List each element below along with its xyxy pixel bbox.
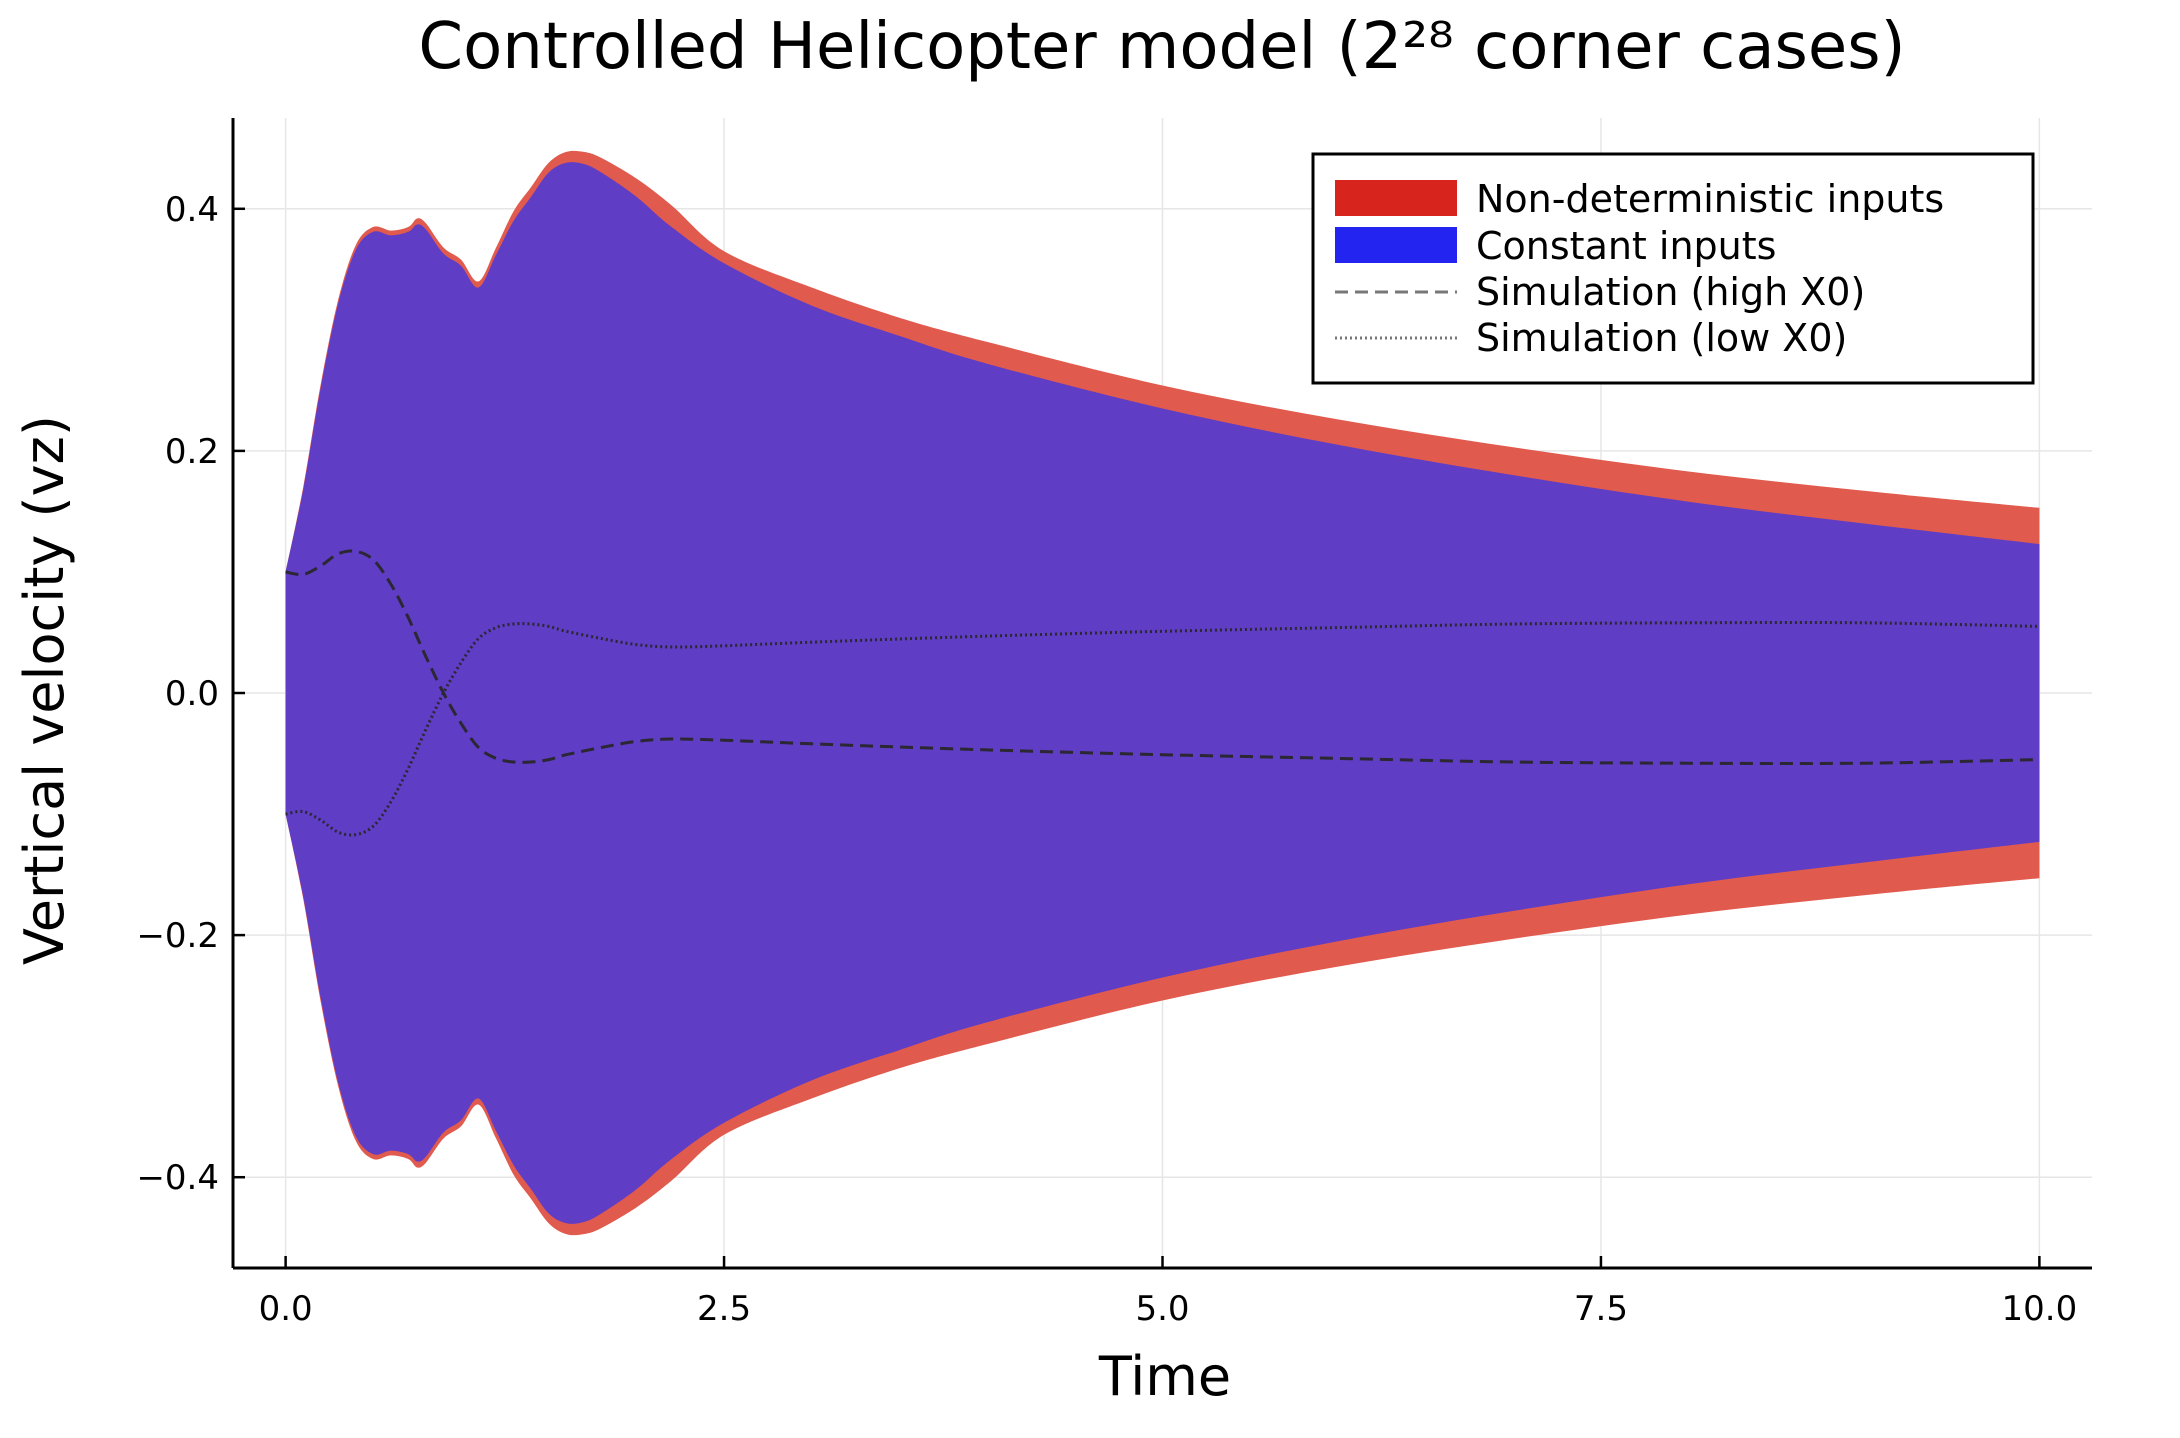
x-tick-label: 7.5 [1574, 1289, 1628, 1329]
simulation-lines [285, 549, 2040, 837]
legend-label-high-x0: Simulation (high X0) [1476, 270, 1865, 314]
x-tick-label: 10.0 [2002, 1289, 2078, 1329]
legend-label-constant: Constant inputs [1476, 224, 1776, 268]
legend-swatch-constant [1335, 227, 1457, 263]
x-axis-title: Time [1098, 1345, 1231, 1408]
line-simulation-low-x0 [285, 620, 2040, 837]
y-tick-label: 0.4 [165, 190, 219, 230]
band-constant-inputs [285, 162, 2040, 1224]
x-tick-label: 0.0 [259, 1289, 313, 1329]
legend-label-nondeterministic: Non-deterministic inputs [1476, 177, 1944, 221]
y-tick-label: −0.4 [136, 1158, 219, 1198]
y-tick-label: 0.0 [165, 674, 219, 714]
legend: Non-deterministic inputs Constant inputs… [1311, 152, 2035, 385]
chart-title: Controlled Helicopter model (2²⁸ corner … [418, 10, 1905, 84]
line-simulation-high-x0 [285, 549, 2040, 766]
x-ticks: 0.0 2.5 5.0 7.5 10.0 [259, 1256, 2078, 1329]
y-tick-label: 0.2 [165, 432, 219, 472]
y-axis-title: Vertical velocity (vz) [13, 415, 76, 965]
bands [285, 150, 2040, 1236]
legend-swatch-nondeterministic [1335, 180, 1457, 216]
y-tick-label: −0.2 [136, 916, 219, 956]
x-tick-label: 5.0 [1135, 1289, 1189, 1329]
x-tick-label: 2.5 [697, 1289, 751, 1329]
legend-label-low-x0: Simulation (low X0) [1476, 316, 1847, 360]
y-ticks: −0.4 −0.2 0.0 0.2 0.4 [136, 190, 245, 1198]
